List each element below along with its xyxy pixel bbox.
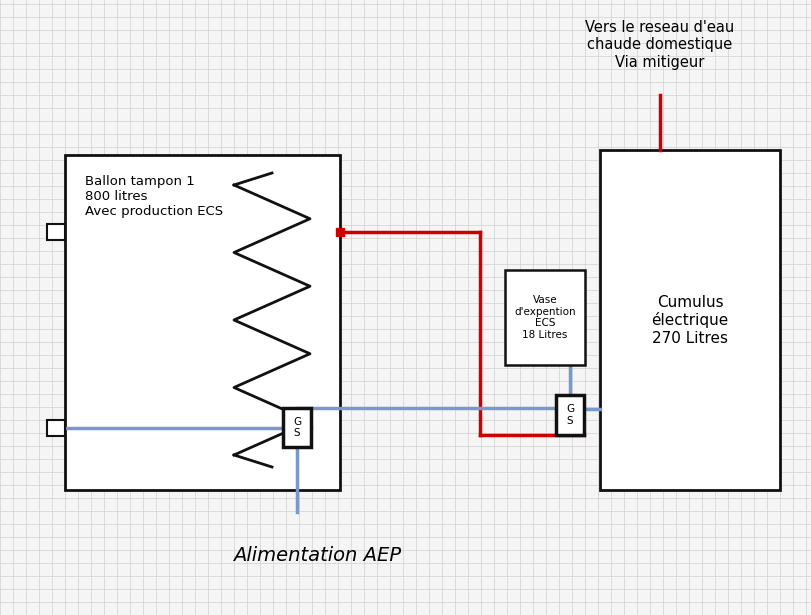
Text: G
S: G S bbox=[566, 404, 574, 426]
Bar bbox=[47, 420, 65, 436]
Bar bbox=[65, 155, 340, 490]
Bar bbox=[283, 408, 311, 447]
Text: Vers le reseau d'eau
chaude domestique
Via mitigeur: Vers le reseau d'eau chaude domestique V… bbox=[586, 20, 735, 69]
Text: Vase
d'expention
ECS
18 Litres: Vase d'expention ECS 18 Litres bbox=[514, 295, 576, 340]
Text: G
S: G S bbox=[293, 417, 301, 438]
Bar bbox=[556, 395, 584, 435]
Text: Alimentation AEP: Alimentation AEP bbox=[233, 546, 401, 565]
Bar bbox=[47, 224, 65, 240]
Text: Ballon tampon 1
800 litres
Avec production ECS: Ballon tampon 1 800 litres Avec producti… bbox=[85, 175, 223, 218]
Bar bbox=[600, 150, 780, 490]
Text: Cumulus
électrique
270 Litres: Cumulus électrique 270 Litres bbox=[651, 295, 728, 346]
Bar bbox=[505, 270, 585, 365]
